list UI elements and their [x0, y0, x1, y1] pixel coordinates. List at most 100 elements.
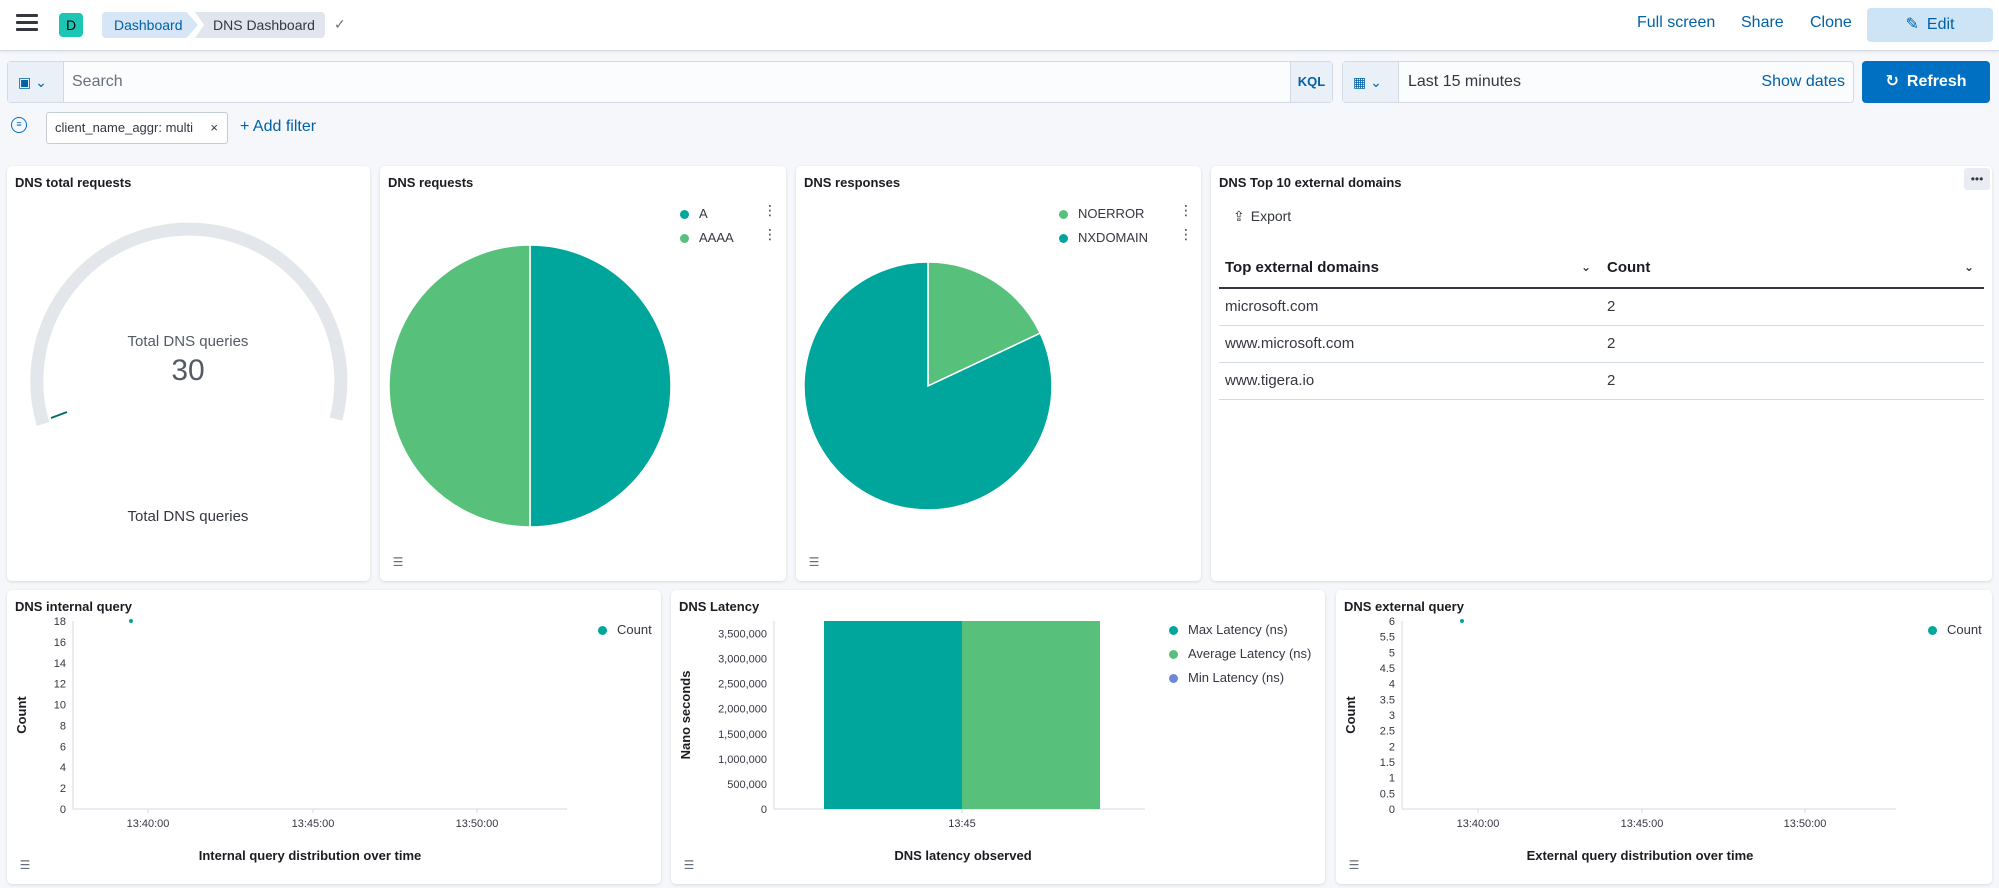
export-icon: ⇪ [1233, 208, 1245, 224]
panel-latency: DNS Latency Max Latency (ns) Average Lat… [671, 590, 1325, 884]
show-dates-button[interactable]: Show dates [1761, 73, 1845, 90]
clone-button[interactable]: Clone [1810, 14, 1852, 31]
external-query-chart: 0 0.5 1 1.5 2 2.5 3 3.5 4 4.5 5 5.5 6 13:40:00 13:45:0… [1343, 616, 1896, 863]
time-range-value[interactable]: Last 15 minutes [1408, 73, 1521, 90]
column-header-domain[interactable]: Top external domains ⌄ [1219, 248, 1601, 289]
y-tick-label: 2.5 [1380, 726, 1395, 738]
y-tick-label: 14 [54, 658, 66, 670]
pie-slice-noerror [927, 261, 1042, 388]
y-tick-label: 6 [1389, 616, 1395, 628]
legend-item-max-latency[interactable]: Max Latency (ns) [1169, 622, 1288, 637]
legend-toggle-icon[interactable]: ☰ [19, 858, 31, 872]
edit-button[interactable]: ✎ Edit [1867, 8, 1993, 42]
legend-item-nxdomain[interactable]: NXDOMAIN [1059, 230, 1148, 245]
internal-query-chart: 0 2 4 6 8 10 12 14 16 18 13:40:00 13:45:00 13:50:00 I… [14, 616, 567, 863]
saved-query-icon[interactable]: ▣ ⌄ [8, 62, 64, 102]
share-button[interactable]: Share [1741, 14, 1784, 31]
y-tick-label: 1,000,000 [718, 754, 767, 766]
y-axis-title: Count [1343, 696, 1358, 734]
panel-title: DNS external query [1344, 599, 1464, 614]
x-tick-label: 13:45 [948, 818, 976, 830]
breadcrumb-dns-dashboard: DNS Dashboard [195, 12, 325, 38]
y-tick-label: 4 [60, 762, 66, 774]
gauge-fill [50, 411, 68, 419]
legend-toggle-icon[interactable]: ☰ [392, 555, 404, 569]
search-input[interactable]: Search [72, 73, 123, 90]
full-screen-button[interactable]: Full screen [1637, 14, 1716, 31]
x-tick-label: 13:40:00 [127, 818, 170, 830]
y-tick-label: 1 [1389, 773, 1395, 785]
y-tick-label: 3 [1389, 710, 1395, 722]
y-tick-label: 2 [60, 783, 66, 795]
y-tick-label: 18 [54, 616, 66, 628]
legend-toggle-icon[interactable]: ☰ [808, 555, 820, 569]
x-axis-title: DNS latency observed [894, 848, 1031, 863]
panel-external-query: DNS external query Count 0 0.5 1 1.5 2 2.5 3 3.… [1336, 590, 1992, 884]
filter-pill-label: client_name_aggr: multi [55, 120, 194, 135]
x-axis-title: External query distribution over time [1527, 848, 1754, 863]
chevron-down-icon: ⌄ [1963, 260, 1974, 274]
calendar-icon[interactable]: ▦ ⌄ [1343, 62, 1399, 102]
close-icon[interactable]: × [210, 120, 218, 135]
panel-title: DNS responses [804, 175, 901, 190]
y-tick-label: 3,000,000 [718, 654, 767, 666]
y-tick-label: 8 [60, 720, 66, 732]
legend-item-min-latency[interactable]: Min Latency (ns) [1169, 670, 1284, 685]
legend-toggle-icon[interactable]: ☰ [683, 858, 695, 872]
export-button[interactable]: ⇪ Export [1233, 208, 1292, 224]
panel-dns-responses: DNS responses NOERROR NXDOMAIN ⋮ ⋮ ☰ [796, 166, 1201, 581]
gauge-value: 30 [171, 354, 204, 387]
y-tick-label: 2 [1389, 741, 1395, 753]
table-row: microsoft.com 2 [1219, 288, 1984, 326]
legend-item-noerror[interactable]: NOERROR [1059, 206, 1144, 221]
space-avatar[interactable]: D [59, 13, 83, 37]
data-point [129, 619, 133, 623]
y-tick-label: 5 [1389, 647, 1395, 659]
x-tick-label: 13:50:00 [1784, 818, 1827, 830]
y-tick-label: 3,500,000 [718, 629, 767, 641]
add-filter-button[interactable]: + Add filter [240, 118, 317, 135]
legend-item-count[interactable]: Count [1928, 622, 1982, 637]
menu-icon[interactable] [16, 14, 38, 34]
panel-total-requests: DNS total requests Total DNS queries 30 … [7, 166, 370, 581]
legend-item-aaaa[interactable]: AAAA [680, 230, 734, 245]
y-tick-label: 4.5 [1380, 663, 1395, 675]
gauge-label: Total DNS queries [128, 333, 249, 350]
panel-title: DNS internal query [15, 599, 133, 614]
data-point [1460, 619, 1464, 623]
pie-slice-a [529, 244, 672, 528]
panel-title: DNS total requests [15, 175, 132, 190]
panel-title: DNS requests [388, 175, 474, 190]
y-tick-label: 6 [60, 741, 66, 753]
filter-icon[interactable]: ≡ [11, 117, 27, 133]
table-row: www.microsoft.com 2 [1219, 325, 1984, 363]
y-tick-label: 3.5 [1380, 694, 1395, 706]
refresh-button[interactable]: ↻ Refresh [1862, 61, 1990, 103]
top-bar: D Dashboard DNS Dashboard ✓ Full screen … [0, 0, 1999, 51]
latency-chart: 0 500,000 1,000,000 1,500,000 2,000,000 2,500… [678, 621, 1145, 863]
panel-title: DNS Latency [679, 599, 760, 614]
filter-pill[interactable]: client_name_aggr: multi × [46, 112, 228, 144]
time-picker: ▦ ⌄ Last 15 minutes Show dates [1342, 61, 1854, 103]
x-tick-label: 13:45:00 [1621, 818, 1664, 830]
table-row: www.tigera.io 2 [1219, 362, 1984, 400]
y-tick-label: 2,000,000 [718, 704, 767, 716]
y-tick-label: 16 [54, 637, 66, 649]
legend-toggle-icon[interactable]: ☰ [1348, 858, 1360, 872]
panel-options-icon[interactable]: ••• [1964, 168, 1990, 190]
pencil-icon: ✎ [1905, 16, 1919, 33]
legend-item-a[interactable]: A [680, 206, 708, 221]
column-header-count[interactable]: Count ⌄ [1601, 248, 1984, 289]
legend-item-count[interactable]: Count [598, 622, 652, 637]
domains-table: Top external domains ⌄ Count ⌄ microsoft.c… [1219, 248, 1984, 400]
legend-item-avg-latency[interactable]: Average Latency (ns) [1169, 646, 1311, 661]
x-tick-label: 13:50:00 [456, 818, 499, 830]
y-tick-label: 0 [761, 804, 767, 816]
y-tick-label: 1,500,000 [718, 729, 767, 741]
kql-button[interactable]: KQL [1290, 62, 1332, 102]
panel-top-domains: DNS Top 10 external domains ••• ⇪ Export … [1211, 166, 1992, 581]
pie-slice-nxdomain [803, 261, 1053, 511]
gauge-bottom-label: Total DNS queries [128, 508, 249, 525]
y-tick-label: 2,500,000 [718, 679, 767, 691]
breadcrumb-dashboard[interactable]: Dashboard [102, 12, 198, 38]
